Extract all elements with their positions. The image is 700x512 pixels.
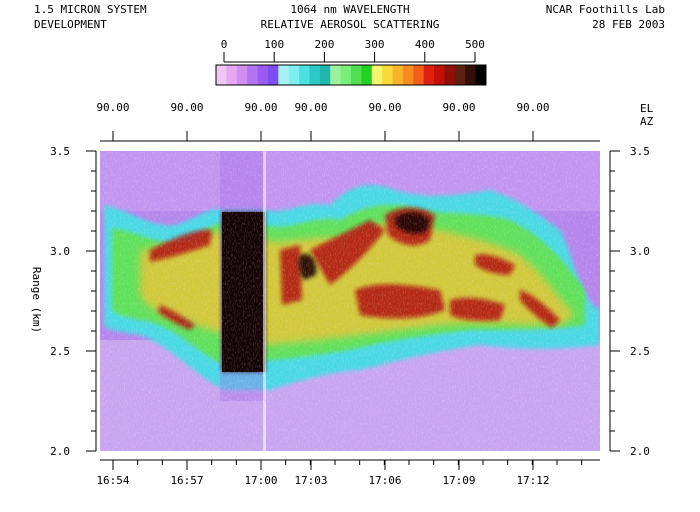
top-tick-label: 90.00 <box>244 101 277 114</box>
colorbar-swatch <box>330 65 342 85</box>
colorbar-swatch <box>340 65 352 85</box>
y-tick-label-right: 2.5 <box>630 345 650 358</box>
x-tick-label: 16:54 <box>96 474 129 487</box>
top-tick-label: 90.00 <box>294 101 327 114</box>
system-subtitle: DEVELOPMENT <box>34 18 107 31</box>
colorbar-swatch <box>278 65 290 85</box>
y-tick-label-left: 2.0 <box>50 445 70 458</box>
colorbar-swatch <box>361 65 373 85</box>
colorbar-swatch <box>247 65 259 85</box>
colorbar-swatch <box>309 65 321 85</box>
colorbar-swatch <box>475 65 487 85</box>
colorbar-swatch <box>319 65 331 85</box>
wavelength-label: 1064 nm WAVELENGTH <box>290 3 410 16</box>
colorbar-swatch <box>257 65 269 85</box>
colorbar-swatch <box>423 65 435 85</box>
colorbar-swatch <box>382 65 394 85</box>
y-tick-label-left: 2.5 <box>50 345 70 358</box>
colorbar-swatch <box>434 65 445 85</box>
tick-labels: 2.0 2.0 2.5 2.5 3.0 3.0 3.5 3.5 16:54 16:57 17:00 1… <box>50 101 650 487</box>
chart-title: RELATIVE AEROSOL SCATTERING <box>260 18 440 31</box>
x-tick-label: 17:00 <box>244 474 277 487</box>
colorbar-swatch <box>402 65 414 85</box>
colorbar-swatch <box>371 65 383 85</box>
colorbar-swatch <box>236 65 248 85</box>
colorbar-swatch <box>216 65 227 85</box>
system-title: 1.5 MICRON SYSTEM <box>34 3 147 16</box>
top-tick-label: 90.00 <box>516 101 549 114</box>
colorbar-tick-label: 300 <box>365 38 385 51</box>
colorbar <box>215 64 487 86</box>
colorbar-swatch <box>444 65 456 85</box>
x-tick-label: 17:06 <box>368 474 401 487</box>
y-tick-label-right: 3.5 <box>630 145 650 158</box>
colorbar-tick-label: 100 <box>264 38 284 51</box>
x-tick-label: 17:09 <box>442 474 475 487</box>
axes <box>86 131 620 470</box>
y-tick-label-left: 3.5 <box>50 145 70 158</box>
colorbar-tick-label: 0 <box>221 38 228 51</box>
colorbar-swatch <box>392 65 404 85</box>
top-tick-label: 90.00 <box>442 101 475 114</box>
top-tick-label: 90.00 <box>368 101 401 114</box>
x-tick-label: 17:12 <box>516 474 549 487</box>
heatmap-area <box>100 151 600 451</box>
colorbar-swatch <box>226 65 238 85</box>
x-tick-label: 17:03 <box>294 474 327 487</box>
y-tick-label-right: 2.0 <box>630 445 650 458</box>
top-tick-label: 90.00 <box>96 101 129 114</box>
colorbar-swatch <box>465 65 477 85</box>
colorbar-ticks: 0 100 200 300 400 500 <box>221 38 485 63</box>
colorbar-swatch <box>351 65 362 85</box>
colorbar-swatch <box>267 65 279 85</box>
y-tick-label-right: 3.0 <box>630 245 650 258</box>
colorbar-tick-label: 400 <box>415 38 435 51</box>
date-label: 28 FEB 2003 <box>592 18 665 31</box>
x-tick-label: 16:57 <box>170 474 203 487</box>
az-axis-label: AZ <box>640 115 654 128</box>
y-tick-label-left: 3.0 <box>50 245 70 258</box>
colorbar-tick-label: 500 <box>465 38 485 51</box>
el-axis-label: EL <box>640 102 654 115</box>
colorbar-swatch <box>299 65 310 85</box>
colorbar-swatch <box>288 65 300 85</box>
colorbar-frame <box>215 64 487 86</box>
top-tick-label: 90.00 <box>170 101 203 114</box>
colorbar-swatch <box>413 65 425 85</box>
lab-name: NCAR Foothills Lab <box>545 3 665 16</box>
colorbar-tick-label: 200 <box>314 38 334 51</box>
colorbar-swatch <box>454 65 466 85</box>
